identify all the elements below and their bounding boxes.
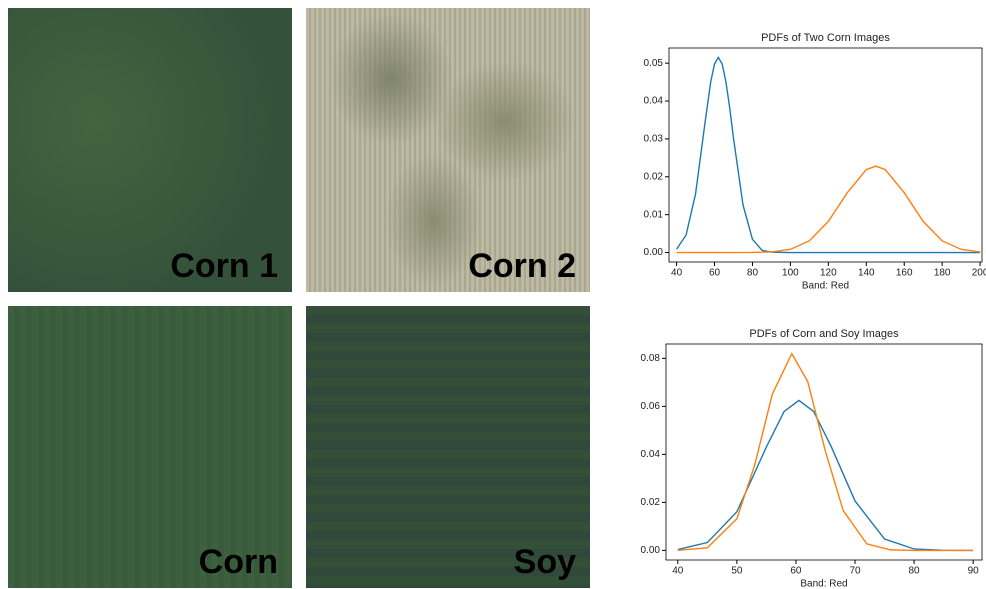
y-tick-label: 0.01 xyxy=(644,209,664,220)
x-tick-label: 200 xyxy=(972,268,986,279)
x-tick-label: 80 xyxy=(909,566,921,577)
y-tick-label: 0.00 xyxy=(644,247,664,258)
x-tick-label: 50 xyxy=(731,566,743,577)
x-axis-label: Band: Red xyxy=(800,579,847,589)
y-tick-label: 0.06 xyxy=(641,401,661,412)
x-tick-label: 140 xyxy=(858,268,875,279)
pdf-line xyxy=(677,166,981,252)
x-tick-label: 60 xyxy=(709,268,721,279)
chart-title: PDFs of Two Corn Images xyxy=(761,32,890,44)
x-tick-label: 160 xyxy=(896,268,913,279)
x-tick-label: 40 xyxy=(672,566,684,577)
x-tick-label: 40 xyxy=(671,268,683,279)
x-tick-label: 180 xyxy=(934,268,951,279)
x-tick-label: 90 xyxy=(968,566,980,577)
plot-frame xyxy=(666,344,982,560)
pdf-line xyxy=(678,400,973,550)
x-axis-label: Band: Red xyxy=(802,281,849,292)
page: Corn 1 Corn 2 Corn Soy PDFs of Two Corn … xyxy=(0,0,986,589)
y-tick-label: 0.02 xyxy=(644,171,664,182)
charts: PDFs of Two Corn Images 0.00 0.01 0.02 0.03 0… xyxy=(0,0,986,589)
y-tick-label: 0.00 xyxy=(641,545,661,556)
x-tick-label: 100 xyxy=(782,268,799,279)
y-tick-label: 0.04 xyxy=(644,96,664,107)
y-tick-label: 0.04 xyxy=(641,449,661,460)
x-tick-label: 70 xyxy=(849,566,861,577)
pdf-line xyxy=(678,354,973,551)
y-tick-label: 0.05 xyxy=(644,58,664,69)
x-tick-label: 60 xyxy=(790,566,802,577)
x-tick-label: 80 xyxy=(747,268,759,279)
y-tick-label: 0.03 xyxy=(644,134,664,145)
y-tick-label: 0.08 xyxy=(641,353,661,364)
chart-title: PDFs of Corn and Soy Images xyxy=(749,328,899,340)
y-tick-label: 0.02 xyxy=(641,497,661,508)
plot-frame xyxy=(669,48,982,262)
pdf-line xyxy=(677,57,981,252)
x-tick-label: 120 xyxy=(820,268,837,279)
